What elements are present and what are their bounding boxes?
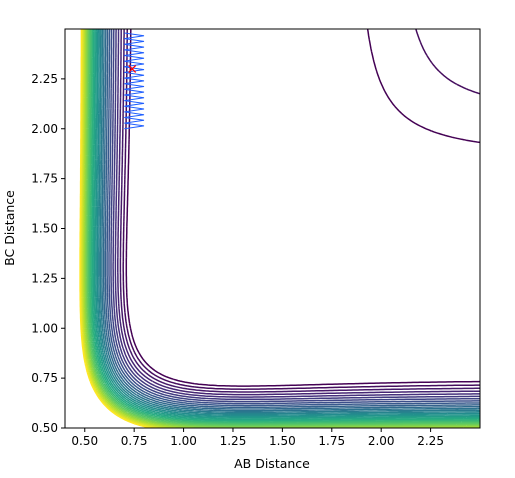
contour-level-20 [89,29,480,423]
contour-level-19 [91,29,480,422]
contour-level-6 [112,29,480,401]
contour-level-7 [110,29,480,403]
axis-ticks: 0.50 0.75 1.00 1.25 1.50 1.75 2.00 2.25 0.50 0.75… [31,72,444,448]
y-tick-label: 1.50 [31,222,58,236]
contour-level-18 [92,29,480,421]
contour-level-16 [95,29,480,418]
contour-level-21 [88,29,480,424]
contour-level-4 [117,29,480,396]
contour-level-14 [98,29,480,415]
contour-level-23 [86,29,480,427]
contour-level-27 [82,29,177,428]
y-tick-label: 1.25 [31,271,58,285]
contour-level-13 [99,29,480,414]
contour-level-15 [96,29,480,417]
x-tick-label: 1.00 [170,434,197,448]
y-tick-label: 0.50 [31,421,58,435]
x-tick-label: 0.50 [71,434,98,448]
contour-level-22 [87,29,480,426]
contour-level-1 [125,29,480,387]
y-tick-label: 1.00 [31,321,58,335]
contour-level-29 [80,29,158,428]
x-tick-label: 2.25 [417,434,444,448]
contour-level-30 [79,29,152,428]
contour-level-12 [101,29,480,412]
contour-level-10 [104,29,480,409]
contour-level-8 [108,29,480,405]
y-tick-label: 0.75 [31,371,58,385]
contour-level-17 [93,29,480,419]
start-marker [128,64,137,73]
x-axis-label: AB Distance [234,456,310,471]
x-tick-label: 1.25 [220,434,247,448]
y-tick-label: 2.00 [31,122,58,136]
contour-level-2 [122,29,480,390]
contour-level-9 [106,29,480,407]
contour-level-24 [85,29,480,428]
x-tick-label: 1.75 [318,434,345,448]
x-tick-label: 1.50 [269,434,296,448]
y-tick-label: 2.25 [31,72,58,86]
contour-level-28 [81,29,166,428]
x-tick-label: 2.00 [368,434,395,448]
y-axis-label: BC Distance [2,190,17,266]
plot-frame [64,28,481,429]
trajectory [124,32,145,130]
contour-level-3 [119,29,480,393]
contour-lines [79,29,480,428]
x-tick-label: 0.75 [121,434,148,448]
trajectory-path [124,32,145,130]
plot-area [65,29,480,428]
y-tick-label: 1.75 [31,172,58,186]
contour-level-5 [114,29,480,398]
contour-level-11 [102,29,480,410]
